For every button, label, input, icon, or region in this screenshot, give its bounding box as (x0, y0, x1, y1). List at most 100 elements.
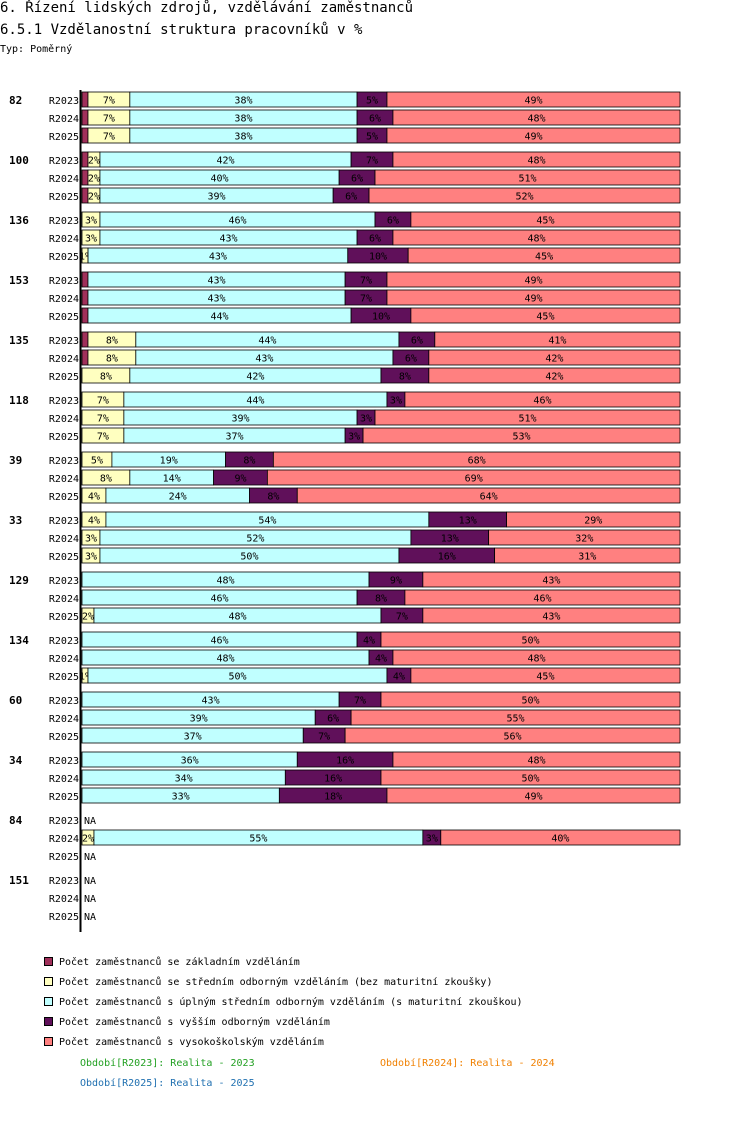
data-label: 49% (524, 132, 542, 143)
data-label: 9% (390, 576, 402, 587)
period-label: R2025 (49, 132, 79, 143)
legend-item: Počet zaměstnanců s vyšším odborným vzdě… (44, 1012, 523, 1032)
data-label: 56% (504, 732, 522, 743)
legend-swatch (44, 957, 53, 966)
group-id-label: 33 (9, 514, 22, 527)
data-label: 6% (351, 174, 363, 185)
data-label: 41% (548, 336, 566, 347)
bar-segment (407, 247, 681, 264)
data-label: 7% (97, 414, 109, 425)
data-label: 55% (507, 714, 525, 725)
bar-segment (386, 289, 681, 306)
bar-segment (81, 91, 89, 108)
period-label: R2023 (49, 396, 79, 407)
bar-segment (380, 769, 681, 786)
data-label: 7% (354, 696, 366, 707)
data-label: 46% (533, 594, 551, 605)
data-label: 14% (163, 474, 181, 485)
data-label: 4% (88, 516, 100, 527)
group-id-label: 84 (9, 814, 23, 827)
legend-label: Počet zaměstnanců se středním odborným v… (59, 976, 493, 988)
group-id-label: 134 (9, 634, 29, 647)
data-label: 40% (211, 174, 229, 185)
data-label: 48% (228, 612, 246, 623)
data-label: 50% (521, 696, 539, 707)
data-label: 3% (85, 216, 97, 227)
stacked-bar-chart: 82 R2023 7% 38% 5% 49% R2024 7% 38% 6% 48% R2025 7% 3… (9, 90, 681, 932)
group-id-label: 151 (9, 874, 29, 887)
period-label: R2025 (49, 552, 79, 563)
period-label: R2025 (49, 252, 79, 263)
period-label: R2025 (49, 612, 79, 623)
period-label: R2025 (49, 432, 79, 443)
bar-segment (380, 631, 681, 648)
bar-segment (350, 709, 681, 726)
series-legend: Počet zaměstnanců se základním vzděláním… (44, 952, 523, 1052)
data-label: 37% (225, 432, 243, 443)
data-label: 43% (208, 294, 226, 305)
bar-segment (81, 127, 89, 144)
data-label: 16% (438, 552, 456, 563)
bar-segment (440, 829, 681, 846)
period-label: R2023 (49, 816, 79, 827)
data-label: 50% (521, 636, 539, 647)
data-label: 3% (348, 432, 360, 443)
data-label: 7% (103, 132, 115, 143)
data-label: 5% (91, 456, 103, 467)
bar-segment (494, 547, 681, 564)
period-label: R2025 (49, 912, 79, 923)
period-label: R2024 (49, 774, 79, 785)
period-label: R2023 (49, 336, 79, 347)
period-label: R2025 (49, 792, 79, 803)
data-label: 43% (209, 252, 227, 263)
period-legend-r2025: Období[R2025]: Realita - 2025 (80, 1078, 255, 1089)
group-id-label: 153 (9, 274, 29, 287)
period-label: R2024 (49, 114, 79, 125)
period-label: R2023 (49, 156, 79, 167)
data-label: 55% (249, 834, 267, 845)
bar-segment (422, 607, 681, 624)
period-label: R2024 (49, 474, 79, 485)
data-label: 39% (231, 414, 249, 425)
period-label: R2024 (49, 534, 79, 545)
data-label: 52% (515, 192, 533, 203)
bar-segment (410, 211, 681, 228)
data-label: 5% (366, 132, 378, 143)
period-label: R2025 (49, 732, 79, 743)
data-label: 48% (527, 114, 545, 125)
bar-segment (428, 367, 681, 384)
period-legend-r2024: Období[R2024]: Realita - 2024 (380, 1058, 555, 1069)
bar-segment (506, 511, 681, 528)
bar-segment (386, 127, 681, 144)
period-label: R2023 (49, 696, 79, 707)
group-id-label: 82 (9, 94, 22, 107)
bar-segment (410, 667, 681, 684)
data-label: 4% (363, 636, 375, 647)
bar-segment (362, 427, 681, 444)
data-label: 43% (542, 576, 560, 587)
data-label: 48% (527, 756, 545, 767)
data-label: 48% (216, 654, 234, 665)
period-label: R2023 (49, 876, 79, 887)
data-label: 8% (100, 474, 112, 485)
data-label: 34% (175, 774, 193, 785)
data-label: 3% (390, 396, 402, 407)
bar-segment (392, 229, 681, 246)
data-label: 7% (360, 276, 372, 287)
na-label: NA (84, 852, 96, 863)
data-label: 42% (216, 156, 234, 167)
bar-segment (386, 787, 681, 804)
data-label: 49% (524, 96, 542, 107)
bar-segment (392, 751, 681, 768)
bar-segment (81, 289, 89, 306)
period-label: R2025 (49, 852, 79, 863)
data-label: 8% (267, 492, 279, 503)
data-label: 68% (468, 456, 486, 467)
data-label: 46% (211, 636, 229, 647)
data-label: 46% (228, 216, 246, 227)
period-label: R2025 (49, 312, 79, 323)
data-label: 45% (535, 252, 553, 263)
data-label: 8% (106, 336, 118, 347)
bar-segment (296, 487, 681, 504)
data-label: 43% (255, 354, 273, 365)
